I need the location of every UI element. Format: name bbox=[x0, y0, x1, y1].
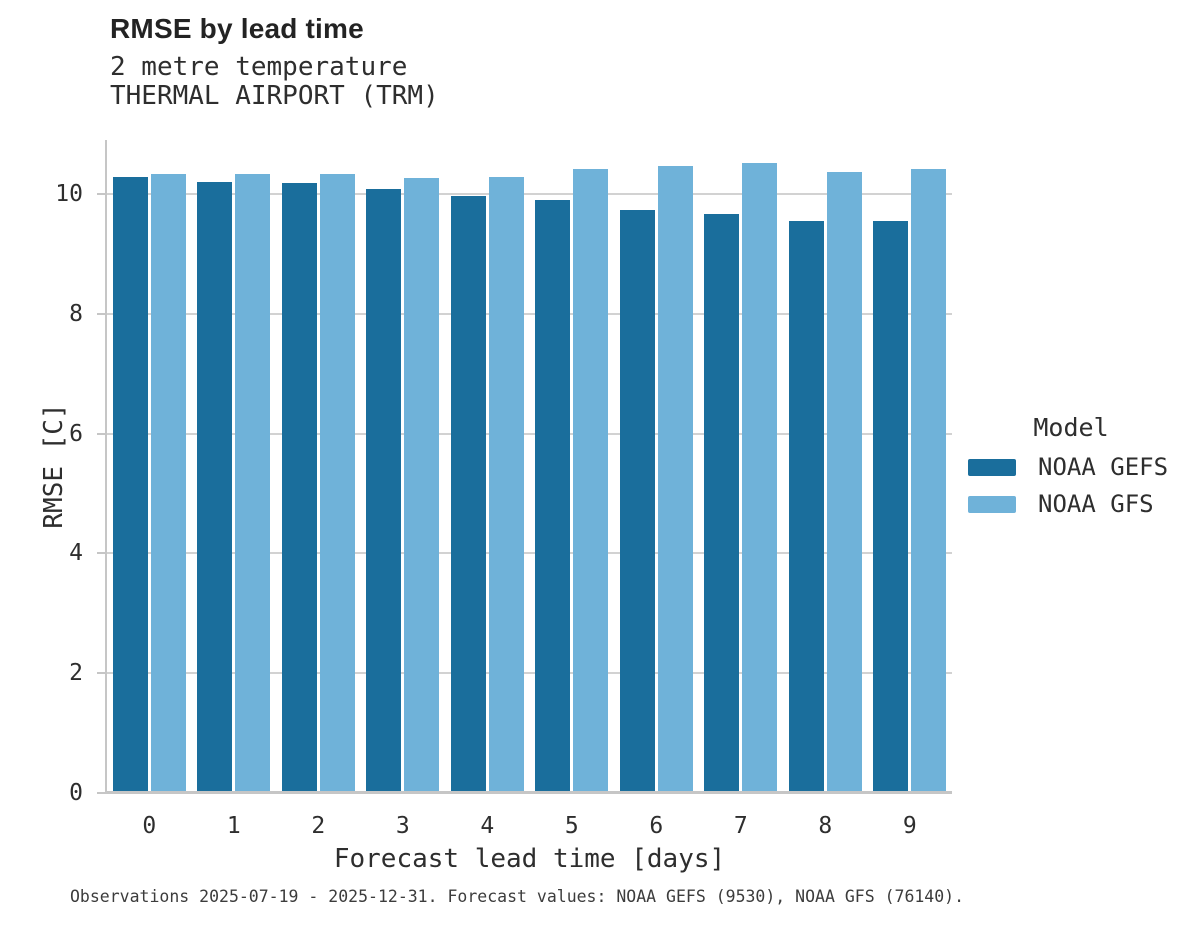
bar-noaa-gfs bbox=[911, 169, 947, 793]
gridline bbox=[107, 312, 952, 315]
bar-noaa-gefs bbox=[619, 209, 655, 793]
legend-swatch bbox=[968, 495, 1016, 513]
x-tick-label: 8 bbox=[818, 813, 833, 839]
chart-header: RMSE by lead time 2 metre temperature TH… bbox=[110, 13, 439, 111]
legend-swatch bbox=[968, 458, 1016, 476]
bar-group bbox=[445, 140, 530, 793]
legend: Model NOAA GEFS NOAA GFS bbox=[968, 413, 1174, 531]
bar-group bbox=[614, 140, 699, 793]
bar-noaa-gefs bbox=[450, 195, 486, 793]
bar-group bbox=[107, 140, 192, 793]
plot-area: 0 2 4 6 8 10 0 1 2 3 4 5 6 7 8 9 bbox=[55, 140, 953, 839]
bar-noaa-gefs bbox=[535, 199, 571, 793]
y-axis-line bbox=[105, 140, 107, 793]
gridline bbox=[107, 192, 952, 195]
x-tick-label: 7 bbox=[733, 813, 748, 839]
bar-noaa-gfs bbox=[404, 177, 440, 793]
legend-item-label: NOAA GEFS bbox=[1038, 453, 1169, 481]
legend-item: NOAA GEFS bbox=[968, 453, 1174, 481]
x-tick-label: 6 bbox=[649, 813, 664, 839]
gridline bbox=[107, 672, 952, 675]
y-tick-label: 2 bbox=[69, 660, 83, 687]
bar-noaa-gefs bbox=[112, 176, 148, 793]
y-tick-label: 6 bbox=[69, 420, 83, 447]
y-tick-label: 0 bbox=[69, 780, 83, 806]
figure-caption: Observations 2025-07-19 - 2025-12-31. Fo… bbox=[70, 887, 965, 906]
bar-group bbox=[361, 140, 446, 793]
x-tick-label: 5 bbox=[564, 813, 579, 839]
bar-noaa-gefs bbox=[788, 220, 824, 793]
x-tick-label: 2 bbox=[311, 813, 326, 839]
y-tick-label: 10 bbox=[55, 180, 83, 207]
bar-group bbox=[868, 140, 953, 793]
bar-noaa-gefs bbox=[366, 189, 402, 793]
bar-noaa-gefs bbox=[281, 182, 317, 793]
chart-title: RMSE by lead time bbox=[110, 13, 364, 44]
chart-subtitle-station: THERMAL AIRPORT (TRM) bbox=[110, 81, 439, 111]
bar-noaa-gfs bbox=[657, 165, 693, 793]
bar-noaa-gfs bbox=[573, 169, 609, 793]
bar-noaa-gefs bbox=[197, 181, 233, 793]
bar-noaa-gefs bbox=[873, 221, 909, 793]
chart-subtitle-variable: 2 metre temperature bbox=[110, 52, 408, 82]
x-tick-label: 1 bbox=[226, 813, 241, 839]
bar-group bbox=[783, 140, 868, 793]
bar-noaa-gfs bbox=[826, 171, 862, 793]
bar-group bbox=[192, 140, 277, 793]
legend-title: Model bbox=[1033, 413, 1109, 442]
y-tick-mark bbox=[97, 192, 105, 195]
x-tick-label: 0 bbox=[142, 813, 157, 839]
x-tick-label: 9 bbox=[902, 813, 917, 839]
bar-group bbox=[276, 140, 361, 793]
bar-group bbox=[530, 140, 615, 793]
x-axis-line bbox=[105, 791, 952, 794]
y-tick-mark bbox=[97, 432, 105, 435]
bar-noaa-gefs bbox=[704, 214, 740, 793]
legend-item: NOAA GFS bbox=[968, 490, 1174, 518]
y-tick-mark bbox=[97, 552, 105, 555]
x-tick-label: 3 bbox=[395, 813, 410, 839]
y-tick-mark bbox=[97, 672, 105, 675]
y-tick-mark bbox=[97, 792, 105, 794]
bar-noaa-gfs bbox=[235, 174, 271, 793]
legend-items: NOAA GEFS NOAA GFS bbox=[968, 453, 1174, 518]
y-tick-label: 8 bbox=[69, 300, 83, 327]
bar-noaa-gfs bbox=[488, 176, 524, 793]
bar-noaa-gfs bbox=[319, 174, 355, 793]
bar-noaa-gfs bbox=[150, 173, 186, 793]
gridline bbox=[107, 552, 952, 555]
x-tick-label: 4 bbox=[480, 813, 495, 839]
bar-group bbox=[699, 140, 784, 793]
legend-item-label: NOAA GFS bbox=[1038, 490, 1154, 518]
y-tick-label: 4 bbox=[69, 540, 83, 567]
gridline bbox=[107, 432, 952, 435]
x-axis-title: Forecast lead time [days] bbox=[333, 844, 726, 874]
y-tick-mark bbox=[97, 312, 105, 315]
bar-noaa-gfs bbox=[742, 163, 778, 793]
